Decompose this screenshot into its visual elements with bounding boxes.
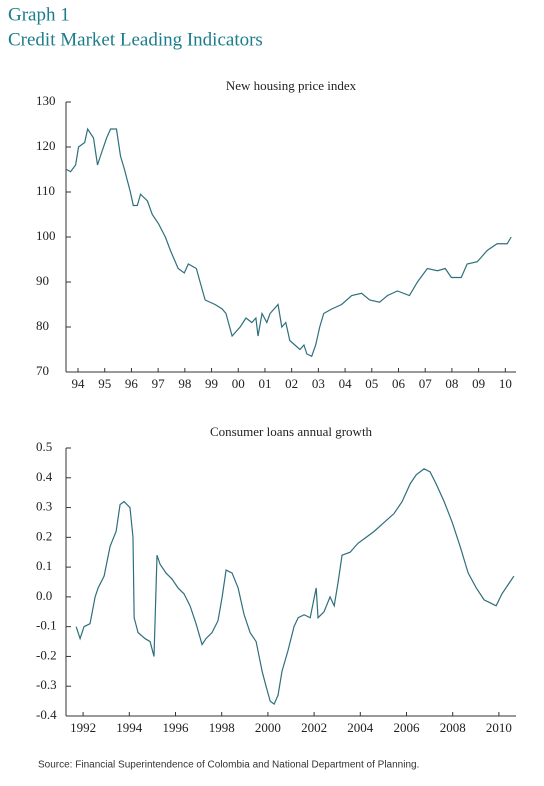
- x-tick-label: 99: [205, 376, 218, 391]
- x-tick-label: 96: [125, 376, 139, 391]
- x-tick-label: 04: [339, 376, 353, 391]
- x-tick-label: 06: [392, 376, 406, 391]
- data-line: [75, 468, 515, 706]
- x-tick-label: 00: [232, 376, 245, 391]
- y-tick-label: -0.4: [36, 707, 57, 722]
- x-tick-label: 94: [72, 376, 86, 391]
- y-tick-label: 0.5: [36, 439, 52, 454]
- x-tick-label: 02: [285, 376, 298, 391]
- x-tick-label: 2000: [255, 720, 281, 735]
- y-tick-label: 70: [36, 363, 49, 378]
- y-tick-label: 110: [36, 183, 55, 198]
- x-tick-label: 2006: [394, 720, 421, 735]
- x-tick-label: 1996: [162, 720, 189, 735]
- data-line: [66, 127, 512, 358]
- y-tick-label: 0.0: [36, 588, 52, 603]
- graph-title: Credit Market Leading Indicators: [8, 29, 263, 50]
- y-tick-label: 90: [36, 273, 49, 288]
- x-tick-label: 95: [98, 376, 111, 391]
- x-tick-label: 08: [445, 376, 458, 391]
- x-tick-label: 2010: [486, 720, 512, 735]
- x-tick-label: 05: [365, 376, 378, 391]
- x-tick-label: 01: [258, 376, 271, 391]
- x-tick-label: 2004: [347, 720, 374, 735]
- x-tick-label: 1998: [209, 720, 235, 735]
- y-tick-label: 0.2: [36, 528, 52, 543]
- x-tick-label: 97: [152, 376, 166, 391]
- y-tick-label: 80: [36, 318, 49, 333]
- y-tick-label: -0.3: [36, 677, 57, 692]
- y-tick-label: 130: [36, 93, 56, 108]
- y-tick-label: 0.3: [36, 499, 52, 514]
- y-tick-label: 100: [36, 228, 56, 243]
- x-tick-label: 1992: [70, 720, 96, 735]
- y-tick-label: -0.2: [36, 647, 57, 662]
- chart-title: New housing price index: [226, 78, 357, 93]
- x-tick-label: 07: [419, 376, 433, 391]
- x-tick-label: 2008: [440, 720, 466, 735]
- x-tick-label: 03: [312, 376, 325, 391]
- y-tick-label: 120: [36, 138, 56, 153]
- x-tick-label: 2002: [301, 720, 327, 735]
- graph-label: Graph 1: [8, 4, 70, 25]
- y-tick-label: 0.1: [36, 558, 52, 573]
- chart-title: Consumer loans annual growth: [210, 424, 373, 439]
- x-tick-label: 10: [499, 376, 512, 391]
- x-tick-label: 98: [178, 376, 191, 391]
- y-tick-label: -0.1: [36, 618, 57, 633]
- y-tick-label: 0.4: [36, 469, 53, 484]
- source: Source: Financial Superintendence of Col…: [38, 760, 419, 771]
- x-tick-label: 1994: [116, 720, 143, 735]
- x-tick-label: 09: [472, 376, 485, 391]
